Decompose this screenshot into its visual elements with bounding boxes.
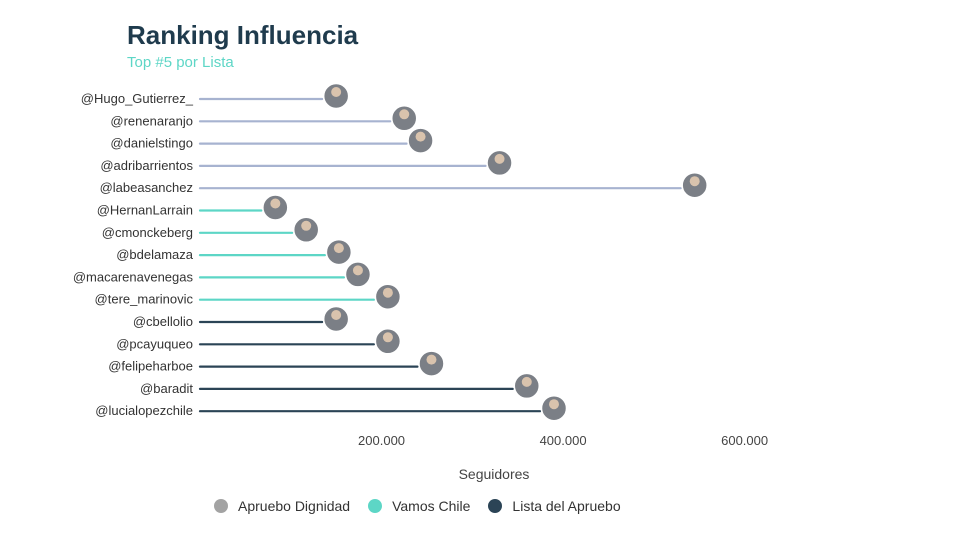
legend-item-vamos-chile[interactable]: Vamos Chile xyxy=(368,498,470,514)
category-label-felipeharboe: @felipeharboe xyxy=(108,359,193,374)
category-label-bdelamaza: @bdelamaza xyxy=(116,247,194,262)
x-axis-title: Seguidores xyxy=(459,466,530,482)
legend-swatch-lista-del-apruebo xyxy=(488,499,503,513)
category-label-hernanlarrain: @HernanLarrain xyxy=(97,203,193,218)
avatar-face-cbellolio xyxy=(331,310,342,320)
avatar-face-danielstingo xyxy=(415,131,426,142)
avatar-face-labeasanchez xyxy=(689,176,700,187)
legend-item-lista-del-apruebo[interactable]: Lista del Apruebo xyxy=(488,498,621,514)
category-label-renenaranjo: @renenaranjo xyxy=(110,113,193,128)
legend-label-lista-del-apruebo: Lista del Apruebo xyxy=(512,498,621,514)
avatar-face-pcayuqueo xyxy=(382,332,393,343)
legend-label-vamos-chile: Vamos Chile xyxy=(392,498,471,514)
legend-item-apruebo-dignidad[interactable]: Apruebo Dignidad xyxy=(214,498,350,514)
x-tick-label-2: 600.000 xyxy=(721,433,768,448)
x-tick-label-0: 200.000 xyxy=(358,433,405,448)
category-label-baradit: @baradit xyxy=(140,381,193,396)
avatar-face-adribarrientos xyxy=(494,153,505,164)
category-label-hugo-gutierrez: @Hugo_Gutierrez_ xyxy=(81,91,194,106)
legend: Apruebo Dignidad Vamos Chile Lista del A… xyxy=(214,498,639,514)
category-label-cbellolio: @cbellolio xyxy=(133,314,193,329)
avatar-face-macarenavenegas xyxy=(352,265,363,276)
avatar-face-hugo-gutierrez xyxy=(331,87,342,97)
chart-title: Ranking Influencia xyxy=(127,20,359,50)
avatar-face-felipeharboe xyxy=(426,354,437,365)
category-label-danielstingo: @danielstingo xyxy=(110,136,193,151)
avatar-face-hernanlarrain xyxy=(270,198,281,209)
category-label-labeasanchez: @labeasanchez xyxy=(100,180,193,195)
legend-swatch-apruebo-dignidad xyxy=(214,499,228,513)
category-label-macarenavenegas: @macarenavenegas xyxy=(73,269,194,284)
avatar-face-tere-marinovic xyxy=(382,287,393,298)
category-label-adribarrientos: @adribarrientos xyxy=(100,158,193,173)
avatar-face-renenaranjo xyxy=(399,109,410,120)
avatar-face-lucialopezchile xyxy=(549,399,559,410)
x-tick-label-1: 400.000 xyxy=(540,433,587,448)
avatar-face-bdelamaza xyxy=(333,243,344,254)
category-label-cmonckeberg: @cmonckeberg xyxy=(102,225,193,240)
avatar-face-cmonckeberg xyxy=(301,220,312,231)
category-label-tere-marinovic: @tere_marinovic xyxy=(95,292,194,307)
legend-swatch-vamos-chile xyxy=(368,499,383,513)
category-label-lucialopezchile: @lucialopezchile xyxy=(95,403,193,418)
chart-subtitle: Top #5 por Lista xyxy=(127,54,234,71)
avatar-face-baradit xyxy=(521,376,532,387)
legend-label-apruebo-dignidad: Apruebo Dignidad xyxy=(238,498,351,514)
category-label-pcayuqueo: @pcayuqueo xyxy=(116,336,193,351)
